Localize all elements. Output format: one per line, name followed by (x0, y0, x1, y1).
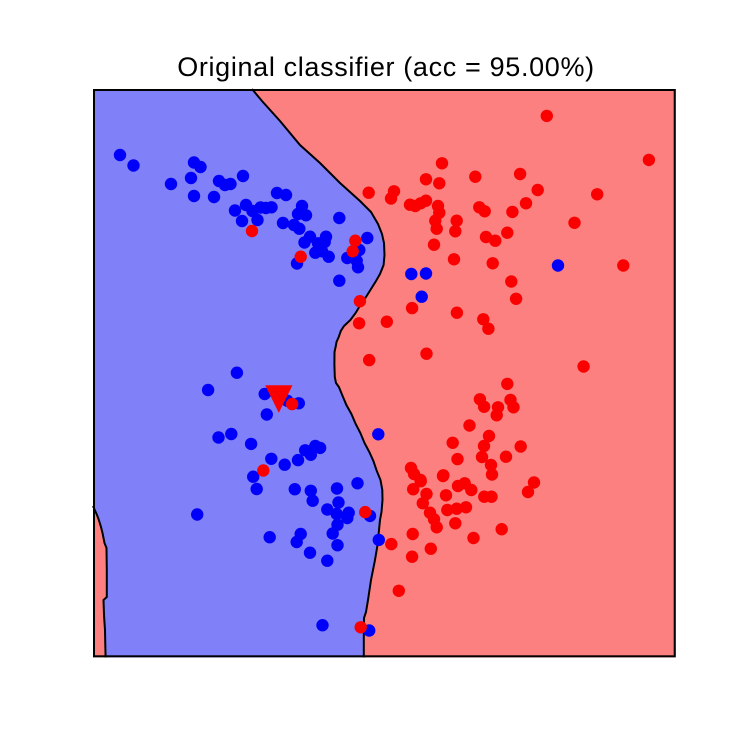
svg-text:Original classifier (acc = 95.: Original classifier (acc = 95.00%) (177, 52, 595, 82)
